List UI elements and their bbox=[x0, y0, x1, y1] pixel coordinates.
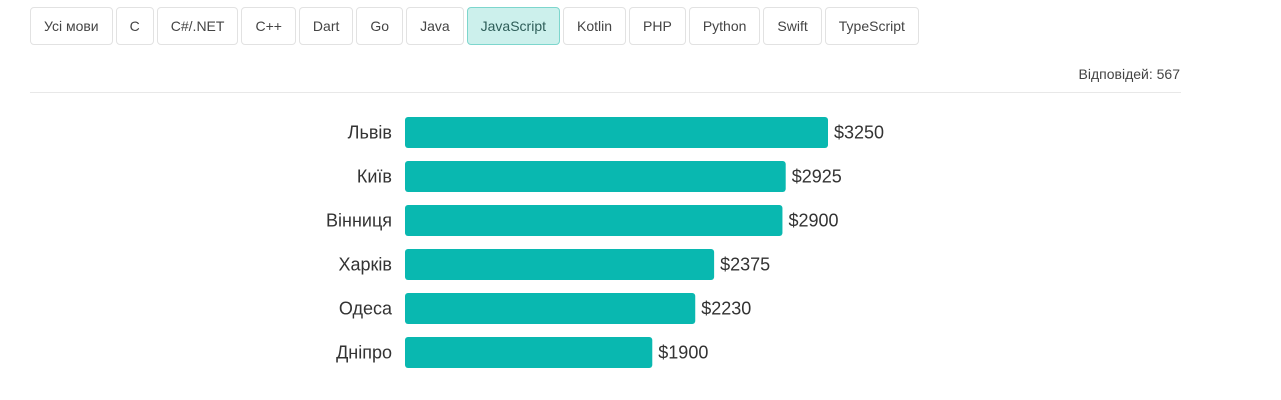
value-label: $2375 bbox=[720, 255, 770, 275]
value-label: $3250 bbox=[834, 123, 884, 143]
category-label: Дніпро bbox=[336, 343, 392, 363]
salary-bar-chart: Львів $3250 Київ $2925 Вінниця $2900 Харків $23… bbox=[326, 117, 884, 368]
tab-java[interactable]: Java bbox=[406, 7, 464, 45]
responses-count: Відповідей: 567 bbox=[1078, 66, 1180, 82]
category-label: Одеса bbox=[339, 299, 393, 319]
tab-dart[interactable]: Dart bbox=[298, 7, 354, 45]
tab-swift[interactable]: Swift bbox=[763, 7, 822, 45]
tab-javascript[interactable]: JavaScript bbox=[466, 7, 560, 45]
bar[interactable] bbox=[405, 117, 828, 148]
tab-cpp[interactable]: C++ bbox=[241, 7, 296, 45]
tab-typescript[interactable]: TypeScript bbox=[824, 7, 919, 45]
bar[interactable] bbox=[405, 205, 783, 236]
value-label: $2230 bbox=[701, 299, 751, 319]
bar[interactable] bbox=[405, 293, 696, 324]
value-label: $2925 bbox=[792, 167, 842, 187]
bar[interactable] bbox=[405, 161, 786, 192]
tab-kotlin[interactable]: Kotlin bbox=[563, 7, 627, 45]
tab-c[interactable]: C bbox=[115, 7, 154, 45]
language-tabs: Усі мови C C#/.NET C++ Dart Go Java Java… bbox=[30, 7, 919, 45]
tab-php[interactable]: PHP bbox=[629, 7, 686, 45]
bar[interactable] bbox=[405, 337, 653, 368]
category-label: Київ bbox=[357, 167, 392, 187]
category-label: Харків bbox=[339, 255, 392, 275]
tab-all-languages[interactable]: Усі мови bbox=[30, 7, 113, 45]
tab-python[interactable]: Python bbox=[688, 7, 761, 45]
bar[interactable] bbox=[405, 249, 715, 280]
value-label: $1900 bbox=[658, 343, 708, 363]
value-label: $2900 bbox=[788, 211, 838, 231]
category-label: Вінниця bbox=[326, 211, 392, 231]
category-label: Львів bbox=[348, 123, 392, 143]
tab-go[interactable]: Go bbox=[356, 7, 404, 45]
tab-csharp-dotnet[interactable]: C#/.NET bbox=[156, 7, 239, 45]
divider bbox=[30, 92, 1181, 93]
